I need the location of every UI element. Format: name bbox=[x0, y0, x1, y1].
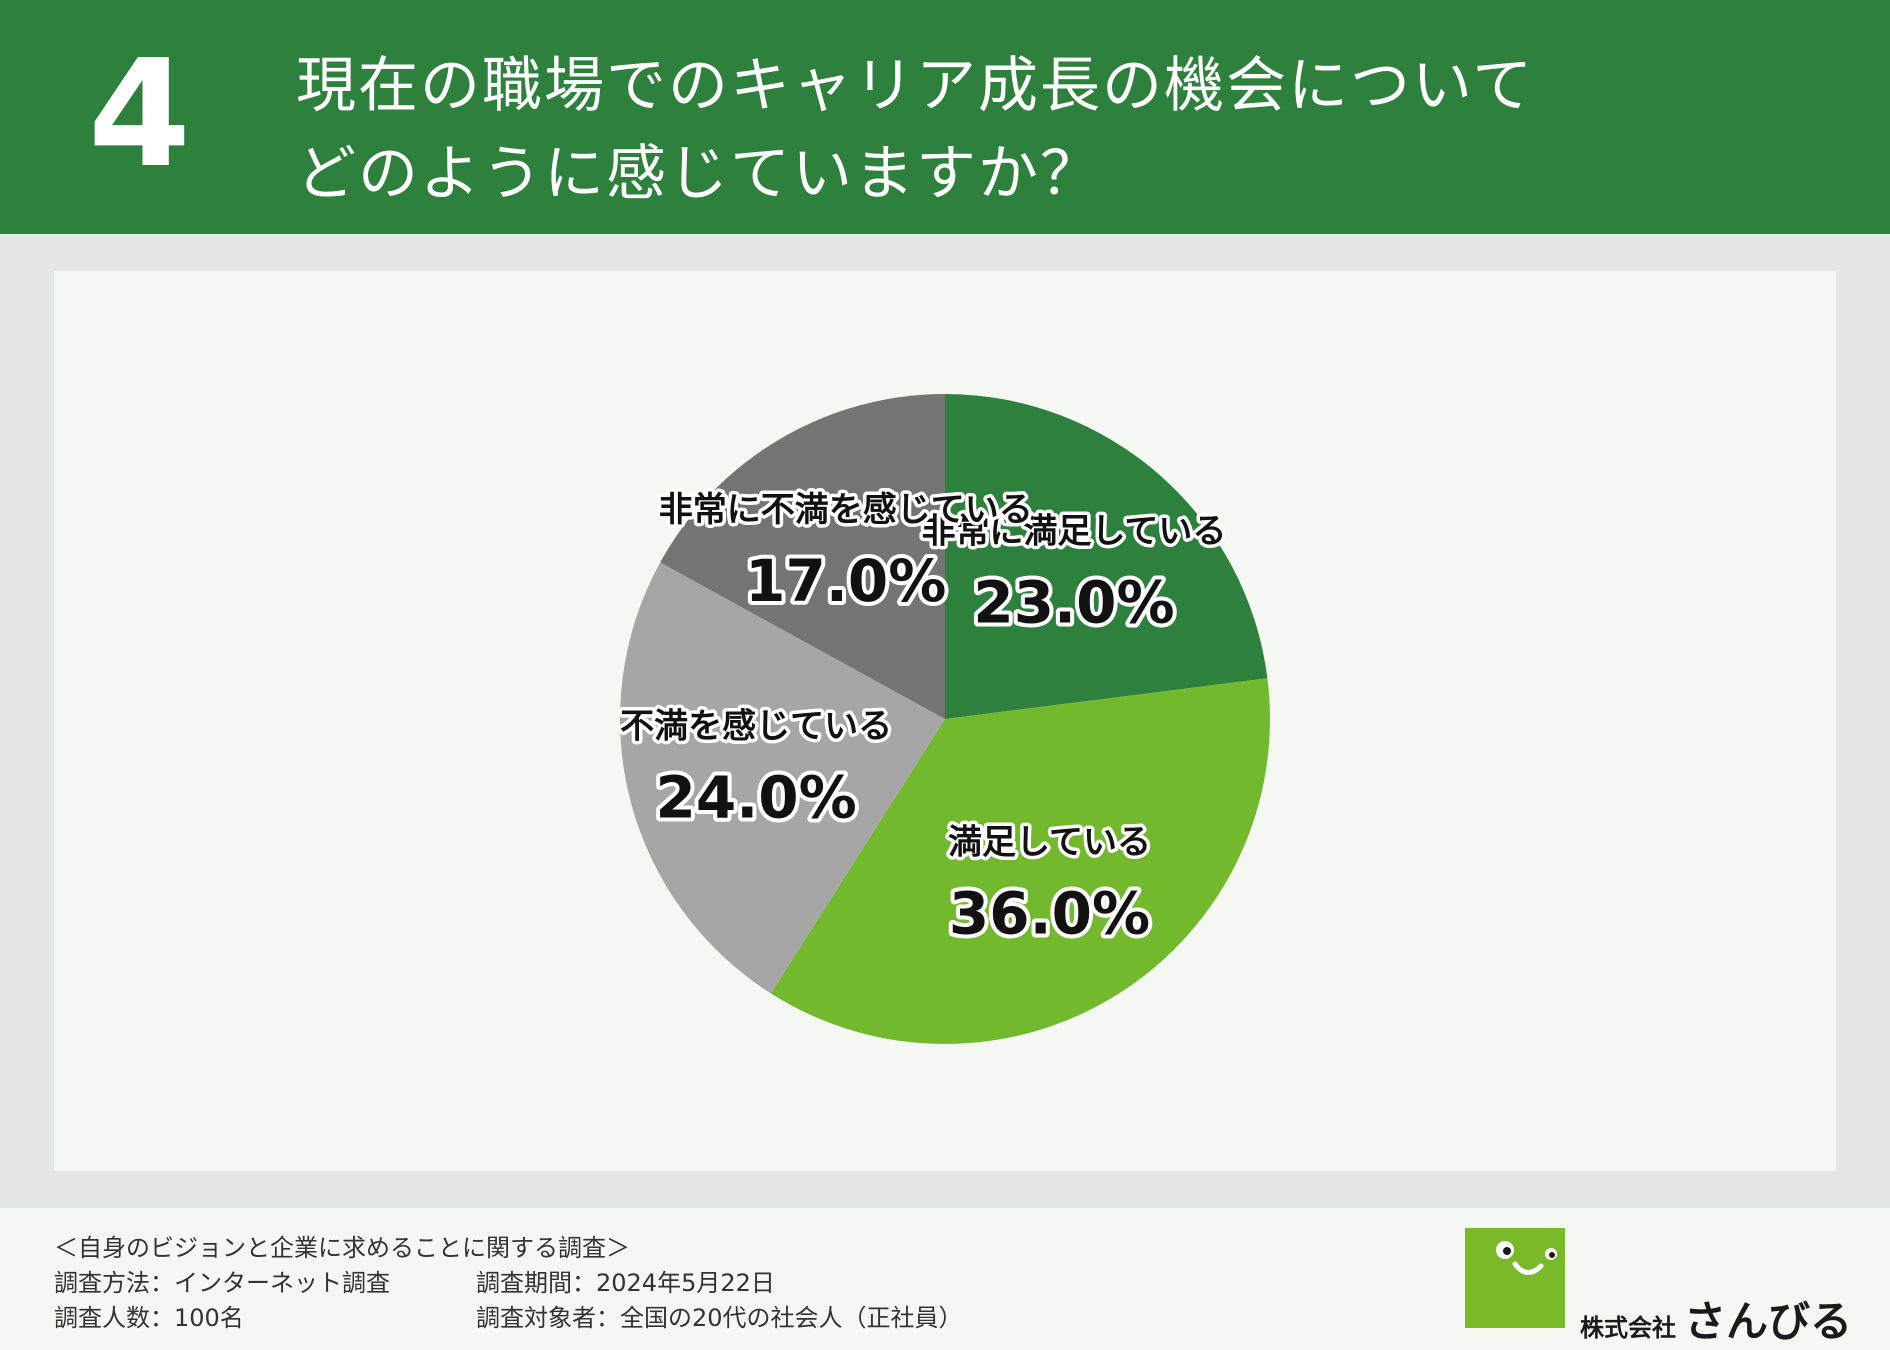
question-number: 4 bbox=[88, 28, 191, 200]
slice-very-satisfied bbox=[945, 394, 1268, 719]
slice-label: 満足している bbox=[948, 823, 1151, 863]
slice-value-label: 36.0% bbox=[949, 880, 1150, 948]
logo-text: 株式会社 さんびる bbox=[1580, 1288, 1852, 1349]
survey-method: 調査方法：インターネット調査 bbox=[54, 1269, 390, 1297]
slice-label: 不満を感じている bbox=[620, 706, 892, 746]
slice-dissatisfied bbox=[620, 562, 945, 994]
question-title-line-2: どのように感じていますか？ bbox=[296, 139, 1102, 209]
slice-label: 非常に不満を感じている bbox=[659, 490, 1033, 530]
chart-panel: 非常に満足している 23.0% 満足している 36.0% 不満を感じている 24.0% 非常… bbox=[54, 271, 1836, 1171]
slice-value-label: 24.0% bbox=[656, 763, 857, 831]
survey-respondents: 調査人数：100名 bbox=[54, 1304, 244, 1332]
pie-chart: 非常に満足している 23.0% 満足している 36.0% 不満を感じている 24.0% 非常… bbox=[617, 394, 1270, 1044]
survey-period: 調査期間：2024年5月22日 bbox=[476, 1269, 775, 1297]
question-title-line-1: 現在の職場でのキャリア成長の機会について bbox=[296, 51, 1535, 121]
logo-face-icon bbox=[1471, 1234, 1559, 1322]
slice-label: 非常に満足している bbox=[921, 512, 1226, 552]
logo-mark bbox=[1465, 1228, 1565, 1328]
slice-value-label: 23.0% bbox=[973, 569, 1174, 637]
slice-very-dissatisfied bbox=[660, 394, 945, 719]
footer: ＜自身のビジョンと企業に求めることに関する調査＞ 調査方法：インターネット調査 … bbox=[0, 1208, 1890, 1350]
header-banner: 4 現在の職場でのキャリア成長の機会について どのように感じていますか？ bbox=[0, 0, 1890, 234]
survey-target: 調査対象者：全国の20代の社会人（正社員） bbox=[476, 1304, 963, 1332]
logo-brand: さんびる bbox=[1684, 1297, 1853, 1346]
slice-value-label: 17.0% bbox=[745, 547, 946, 615]
question-title: 現在の職場でのキャリア成長の機会について どのように感じていますか？ bbox=[296, 42, 1796, 218]
survey-title: ＜自身のビジョンと企業に求めることに関する調査＞ bbox=[54, 1234, 630, 1262]
logo-company: 株式会社 bbox=[1580, 1314, 1676, 1342]
slice-satisfied bbox=[770, 678, 1270, 1044]
